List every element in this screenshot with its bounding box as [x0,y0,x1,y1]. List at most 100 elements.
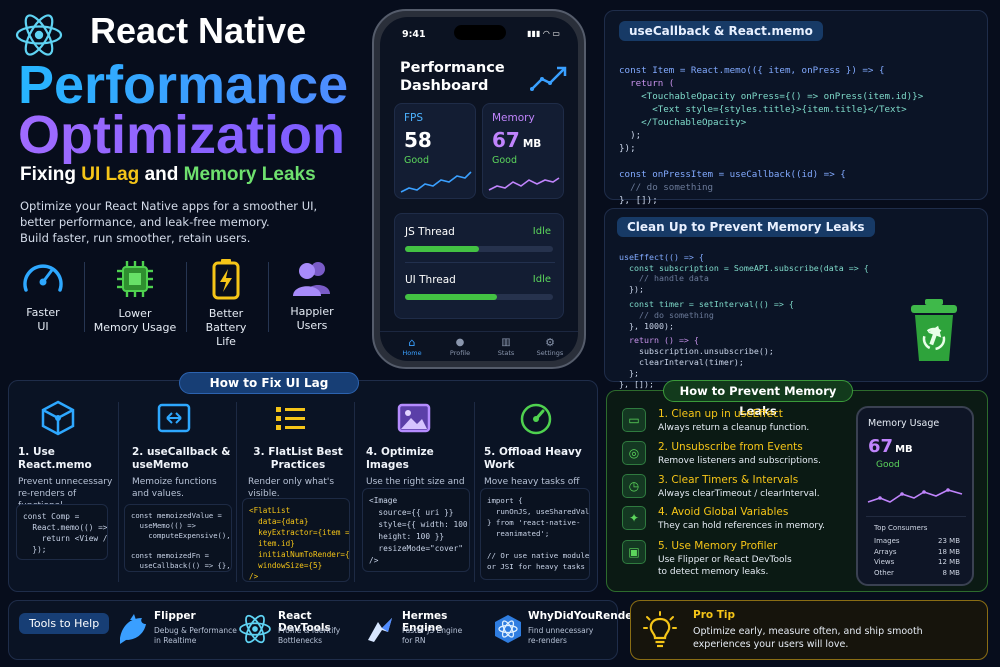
dashboard-title: Performance Dashboard [400,60,505,94]
divider [405,262,555,263]
fix-step-3: 3. FlatList Best Practices Render only w… [248,400,348,500]
consumers-list: Images 23 MB Arrays 18 MB Views 12 MB Other… [874,536,960,578]
mem-card-value: 67 MB [868,436,913,457]
phone-frame: 9:41 ▮▮▮ ◠ ▭ Performance Dashboard FPS 58… [372,9,586,369]
tab-settings[interactable]: ⚙ Settings [530,336,570,357]
step-title: 4. Optimize Images [366,446,434,471]
tab-bar: ⌂ Home ● Profile ▥ Stats ⚙ Settings [380,331,578,361]
divider [236,402,237,582]
title-optimization: Optimization [18,105,345,165]
tab-stats[interactable]: ▥ Stats [486,336,526,357]
fix-step-4: 4. Optimize Images Use the right size an… [366,400,466,500]
memory-status: Good [492,155,518,166]
list-item: Arrays 18 MB [874,547,960,556]
fix-step-2: 2. useCallback & useMemo Memoize functio… [132,400,232,500]
list-item: Images 23 MB [874,537,960,545]
tab-profile[interactable]: ● Profile [440,336,480,357]
memo-code: const Item = React.memo(({ item, onPress… [619,65,924,206]
memory-sparkline [488,177,560,191]
consumers-title: Top Consumers [874,524,928,532]
fps-card: FPS 58 Good [394,103,476,199]
profiler-icon: ▣ [622,540,646,564]
react-logo-icon [14,10,64,60]
intro-text: Optimize your React Native apps for a sm… [20,199,318,245]
step-4-code: <Image source={{ uri }} style={{ width: … [362,488,470,572]
memo-panel-title: useCallback & React.memo [619,21,823,41]
divider [268,262,269,332]
step-title: 5. Offload Heavy Work [484,446,582,471]
cleanup-code-panel: Clean Up to Prevent Memory Leaks useEffe… [604,208,988,389]
status-icons: ▮▮▮ ◠ ▭ [527,29,560,38]
fix-step-5: 5. Offload Heavy Work Move heavy tasks o… [484,400,592,500]
image-icon [397,403,431,433]
divider [866,516,966,517]
memory-label: Memory [492,112,535,124]
battery-icon [212,259,240,300]
memory-usage-card: Memory Usage 67 MB Good Top Consumers Ima… [856,406,974,586]
prevent-leaks-title: How to Prevent Memory Leaks [663,380,853,418]
pro-tip-text: Optimize early, measure often, and ship … [693,626,923,650]
list-item: Views 12 MB [874,558,960,566]
list-icon [276,407,305,430]
pro-tip-panel: Pro Tip Optimize early, measure often, a… [630,600,988,660]
stats-icon: ▥ [501,337,511,348]
code-brackets-icon [157,403,191,433]
globe-icon: ✦ [622,506,646,530]
js-thread-status: Idle [532,226,551,237]
memory-value: 67 MB [492,128,542,152]
users-icon [293,262,330,296]
title-react-native: React Native [90,10,307,51]
trend-chart-icon [530,66,567,91]
list-item: Other 8 MB [874,568,960,577]
subtitle: Fixing UI Lag and Memory Leaks [20,164,316,185]
step-title: 2. useCallback & useMemo [132,446,231,471]
divider [354,402,355,582]
step-desc: Memoize functions and values. [132,477,217,499]
react-icon [239,614,271,644]
fps-sparkline [400,171,472,193]
tab-home[interactable]: ⌂ Home [392,336,432,357]
title-performance: Performance [18,55,349,115]
phone-screen: 9:41 ▮▮▮ ◠ ▭ Performance Dashboard FPS 58… [380,17,578,361]
dolphin-icon [120,614,146,644]
ui-thread-bar-fill [405,294,497,300]
monitor-icon: ▭ [622,408,646,432]
chip-icon [117,261,153,297]
home-icon: ⌂ [408,336,416,349]
mem-card-sparkline [867,488,963,503]
timer-icon: ◷ [622,474,646,498]
tools-label: Tools to Help [19,613,110,634]
recycle-bin-icon [911,299,957,361]
lightbulb-icon [643,611,677,648]
gauge-icon [23,264,63,292]
benefit-battery: Better Battery Life [194,258,258,349]
step-5-code: import { runOnJS, useSharedValue } from … [480,488,590,580]
step-desc: Render only what's visible. [248,477,335,499]
mem-card-title: Memory Usage [868,418,940,429]
step-title: 1. Use React.memo [18,446,92,471]
speedometer-icon [520,403,552,435]
threads-card: JS Thread Idle UI Thread Idle [394,213,564,319]
hermes-wing-icon [368,618,392,642]
cleanup-code: useEffect(() => { const subscription = S… [619,251,869,389]
ui-thread-status: Idle [532,274,551,285]
fps-label: FPS [404,112,424,124]
benefit-faster-ui: Faster UI [18,258,68,334]
memo-code-panel: useCallback & React.memo const Item = Re… [604,10,988,206]
divider [84,262,85,332]
benefit-users: Happier Users [280,258,344,333]
ui-thread-bar [405,294,553,300]
cleanup-panel-title: Clean Up to Prevent Memory Leaks [617,217,875,237]
dynamic-island [454,25,506,40]
step-2-code: const memoizedValue = useMemo(() => comp… [124,504,232,572]
pro-tip-title: Pro Tip [693,609,736,621]
step-title: 3. FlatList Best Practices [253,446,343,471]
status-time: 9:41 [402,29,426,40]
js-thread-bar-fill [405,246,479,252]
cube-icon [41,400,75,436]
fps-status: Good [404,155,430,166]
divider [186,262,187,332]
benefit-lower-memory: Lower Memory Usage [92,258,178,335]
target-icon: ◎ [622,441,646,465]
step-1-code: const Comp = React.memo(() => { return <… [16,504,108,560]
